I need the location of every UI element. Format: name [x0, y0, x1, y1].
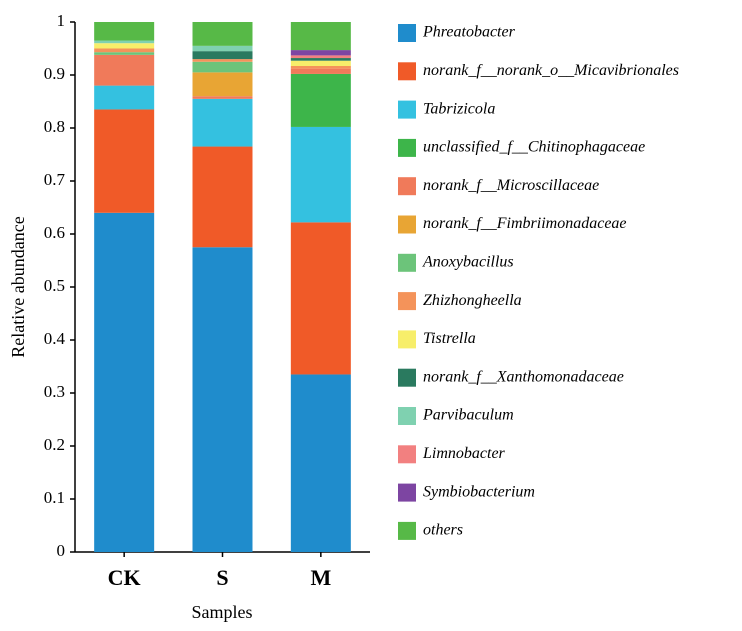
legend-label: Symbiobacterium [423, 483, 535, 500]
legend-label: Phreatobacter [422, 24, 516, 41]
bar-segment [192, 61, 253, 73]
legend-swatch [398, 445, 416, 464]
y-tick-label: 0.2 [44, 435, 65, 454]
x-tick-label: CK [108, 565, 141, 590]
x-axis-title: Samples [192, 602, 253, 622]
bar-segment [290, 50, 351, 56]
y-axis-title: Relative abundance [8, 216, 28, 357]
legend-label: norank_f__Fimbriimonadaceae [423, 215, 627, 232]
bar-segment [290, 222, 351, 375]
y-tick-label: 0.3 [44, 382, 65, 401]
bar-segment [94, 22, 155, 41]
y-tick-label: 0.4 [44, 329, 66, 348]
legend-swatch [398, 483, 416, 502]
bar-segment [192, 22, 253, 46]
bar-segment [290, 65, 351, 69]
legend-label: norank_f__Xanthomonadaceae [423, 368, 624, 385]
legend-swatch [398, 62, 416, 81]
bar-segment [290, 22, 351, 51]
legend-swatch [398, 521, 416, 540]
bar-segment [192, 51, 253, 60]
y-tick-label: 1 [57, 11, 66, 30]
x-tick-label: M [310, 565, 331, 590]
bar-segment [94, 109, 155, 213]
legend-label: Zhizhongheella [423, 292, 522, 309]
legend-swatch [398, 24, 416, 42]
bar-segment [290, 374, 351, 552]
bar-segment [192, 72, 253, 97]
legend-swatch [398, 368, 416, 387]
legend-swatch [398, 100, 416, 119]
y-tick-label: 0.5 [44, 276, 65, 295]
legend-swatch [398, 292, 416, 311]
bar-segment [290, 58, 351, 61]
bar-segment [290, 60, 351, 66]
bar-segment [94, 43, 155, 49]
bar-segment [192, 96, 253, 99]
y-tick-label: 0.7 [44, 170, 66, 189]
legend-label: Tistrella [423, 330, 476, 347]
legend-swatch [398, 407, 416, 425]
bar-segment [94, 52, 155, 55]
legend-swatch [398, 253, 416, 272]
legend-label: Parvibaculum [422, 407, 514, 424]
bar-segment [94, 212, 155, 553]
legend-label: norank_f__norank_o__Micavibrionales [423, 62, 679, 79]
bar-segment [94, 48, 155, 53]
legend-label: unclassified_f__Chitinophagaceae [423, 139, 645, 156]
legend-swatch [398, 215, 416, 234]
bar-segment [290, 68, 351, 74]
y-tick-label: 0.6 [44, 223, 65, 242]
bar-segment [94, 54, 155, 86]
bar-segment [192, 247, 253, 552]
y-tick-label: 0 [57, 541, 66, 560]
legend-label: Limnobacter [422, 445, 506, 462]
legend-label: norank_f__Microscillaceae [423, 177, 599, 194]
legend-label: others [423, 522, 463, 539]
bar-segment [94, 40, 155, 44]
bar-segment [192, 45, 253, 52]
legend-swatch [398, 177, 416, 196]
legend-label: Anoxybacillus [422, 253, 514, 270]
legend-swatch [398, 138, 416, 157]
bar-segment [94, 85, 155, 110]
bar-segment [290, 126, 351, 223]
y-tick-label: 0.1 [44, 488, 65, 507]
bar-segment [192, 59, 253, 62]
legend-label: Tabrizicola [423, 100, 495, 117]
legend-swatch [398, 330, 416, 349]
bar-segment [192, 98, 253, 147]
x-tick-label: S [216, 565, 228, 590]
y-tick-label: 0.9 [44, 64, 65, 83]
bar-segment [290, 55, 351, 59]
y-tick-label: 0.8 [44, 117, 65, 136]
bar-segment [192, 146, 253, 248]
bar-segment [290, 73, 351, 127]
